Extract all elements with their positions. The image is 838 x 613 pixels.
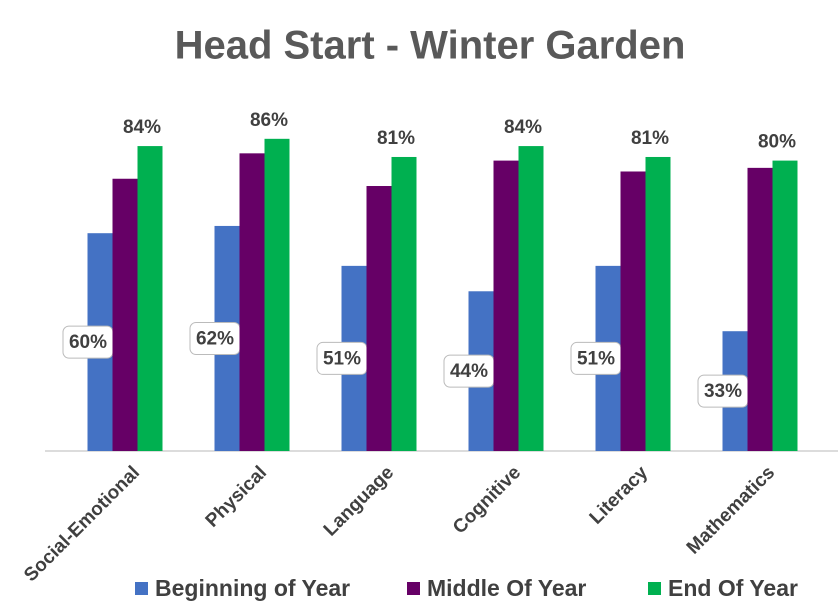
- value-label: 33%: [704, 381, 742, 402]
- bar: [366, 186, 392, 451]
- bar: [772, 160, 798, 451]
- legend-label: Middle Of Year: [427, 575, 586, 601]
- bar: [112, 178, 138, 451]
- value-label: 81%: [631, 128, 669, 149]
- value-label: 86%: [250, 110, 288, 131]
- legend-swatch: [407, 582, 420, 595]
- value-label: 80%: [758, 132, 796, 153]
- legend-label: End Of Year: [668, 575, 798, 601]
- legend-swatch: [648, 582, 661, 595]
- value-label: 51%: [577, 348, 615, 369]
- chart-title: Head Start - Winter Garden: [175, 24, 686, 68]
- bar: [518, 146, 544, 451]
- value-label: 51%: [323, 348, 361, 369]
- bar: [264, 138, 290, 451]
- bar: [747, 167, 773, 452]
- bar: [391, 156, 417, 451]
- value-label: 44%: [450, 361, 488, 382]
- value-label: 60%: [69, 332, 107, 353]
- value-label: 81%: [377, 128, 415, 149]
- bar: [620, 171, 646, 452]
- bar: [493, 160, 519, 451]
- bar: [645, 156, 671, 451]
- legend-swatch: [135, 582, 148, 595]
- bar: [137, 146, 163, 451]
- legend-label: Beginning of Year: [155, 575, 350, 601]
- value-label: 62%: [196, 328, 234, 349]
- bar: [239, 153, 265, 451]
- value-label: 84%: [504, 117, 542, 138]
- value-label: 84%: [123, 117, 161, 138]
